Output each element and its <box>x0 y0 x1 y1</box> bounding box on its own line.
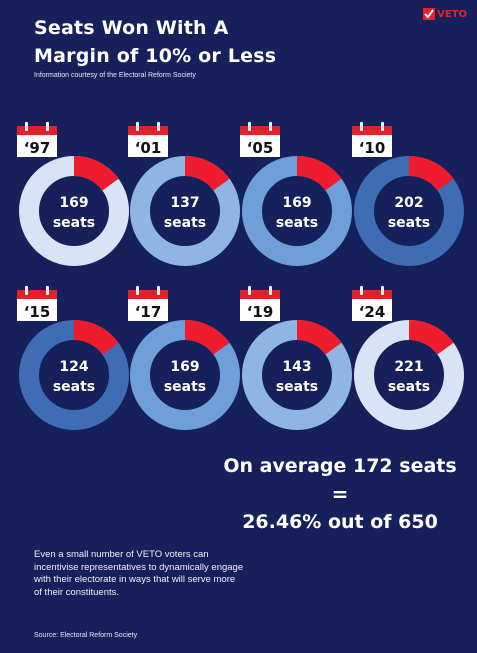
seat-count: 169 <box>59 195 88 211</box>
donut-highlight-segment <box>130 156 240 266</box>
seat-count: 221 <box>394 359 423 375</box>
donut-highlight-segment <box>130 320 240 430</box>
title-line-2: Margin of 10% or Less <box>34 45 277 67</box>
calendar-ring <box>360 286 363 295</box>
calendar-icon <box>352 135 392 157</box>
seat-count: 169 <box>170 359 199 375</box>
equals-sign: = <box>331 482 349 506</box>
year-label: ‘05 <box>247 139 274 157</box>
body-text: Even a small number of VETO voters can i… <box>34 549 244 598</box>
seat-count: 143 <box>282 359 311 375</box>
calendar-icon <box>352 299 392 321</box>
seat-unit-label: seats <box>53 379 95 395</box>
seat-unit-label: seats <box>388 379 430 395</box>
year-label: ‘17 <box>135 303 162 321</box>
seat-unit-label: seats <box>53 215 95 231</box>
calendar-ring <box>46 286 49 295</box>
donut-highlight-segment <box>242 156 352 266</box>
calendar-ring <box>136 286 139 295</box>
calendar-ring <box>25 122 28 131</box>
checkmark-icon <box>423 8 436 20</box>
calendar-top-bar <box>352 290 392 299</box>
calendar-ring <box>157 286 160 295</box>
calendar-ring <box>269 286 272 295</box>
calendar-top-bar <box>128 290 168 299</box>
calendar-top-bar <box>17 126 57 135</box>
calendar-ring <box>25 286 28 295</box>
calendar-icon <box>240 135 280 157</box>
title-line-1: Seats Won With A <box>34 17 229 39</box>
year-label: ‘10 <box>359 139 386 157</box>
calendar-ring <box>136 122 139 131</box>
percentage-text: 26.46% out of 650 <box>242 511 438 533</box>
donut-highlight-segment <box>354 156 464 266</box>
calendar-icon <box>128 299 168 321</box>
calendar-icon <box>128 135 168 157</box>
year-label: ‘15 <box>24 303 51 321</box>
donut-chart-grid: 169 seats ‘97 137 seats ‘01 169 seats ‘05 202 seat… <box>17 122 464 430</box>
year-label: ‘01 <box>135 139 162 157</box>
seat-unit-label: seats <box>164 379 206 395</box>
calendar-ring <box>269 122 272 131</box>
year-label: ‘24 <box>359 303 386 321</box>
page-title: Seats Won With A Margin of 10% or Less <box>34 14 276 70</box>
calendar-ring <box>248 286 251 295</box>
calendar-icon <box>17 299 57 321</box>
calendar-top-bar <box>240 126 280 135</box>
donut-highlight-segment <box>354 320 464 430</box>
calendar-ring <box>381 122 384 131</box>
donut-highlight-segment <box>242 320 352 430</box>
donut-highlight-segment <box>19 156 129 266</box>
seat-count: 124 <box>59 359 88 375</box>
calendar-top-bar <box>352 126 392 135</box>
seat-unit-label: seats <box>388 215 430 231</box>
subtitle: Information courtesy of the Electoral Re… <box>34 72 196 79</box>
calendar-ring <box>157 122 160 131</box>
seat-unit-label: seats <box>276 215 318 231</box>
calendar-top-bar <box>240 290 280 299</box>
logo-text: VETO <box>437 8 467 20</box>
average-seats-text: On average 172 seats <box>223 455 457 477</box>
calendar-ring <box>248 122 251 131</box>
seat-unit-label: seats <box>164 215 206 231</box>
seat-count: 137 <box>170 195 199 211</box>
calendar-ring <box>46 122 49 131</box>
calendar-ring <box>381 286 384 295</box>
veto-logo: VETO <box>423 8 467 20</box>
seat-count: 202 <box>394 195 423 211</box>
seat-count: 169 <box>282 195 311 211</box>
year-label: ‘97 <box>24 139 51 157</box>
seat-unit-label: seats <box>276 379 318 395</box>
calendar-ring <box>360 122 363 131</box>
calendar-top-bar <box>128 126 168 135</box>
year-label: ‘19 <box>247 303 274 321</box>
donut-highlight-segment <box>19 320 129 430</box>
calendar-icon <box>240 299 280 321</box>
source-text: Source: Electoral Reform Society <box>34 632 138 639</box>
calendar-top-bar <box>17 290 57 299</box>
calendar-icon <box>17 135 57 157</box>
